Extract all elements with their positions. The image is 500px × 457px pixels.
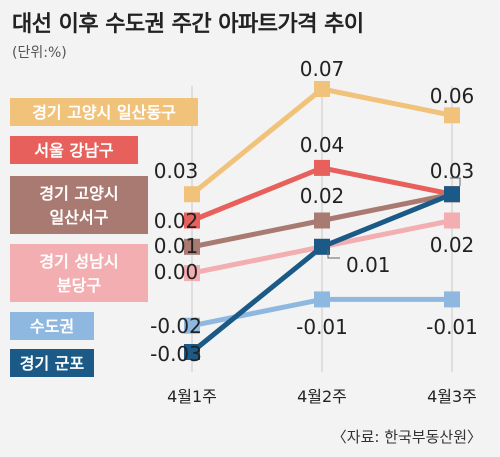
data-label: 0.03 <box>154 159 199 183</box>
data-point <box>444 212 460 229</box>
data-point <box>444 291 460 308</box>
legend-box <box>10 349 94 377</box>
data-label: 0.03 <box>430 159 475 183</box>
legend-box <box>10 176 148 234</box>
data-label: 0.02 <box>430 233 475 257</box>
data-label: -0.01 <box>426 315 478 339</box>
legend-label: 서울 강남구 <box>34 141 113 160</box>
legend-label: 경기 군포 <box>20 354 85 373</box>
data-label: 0.06 <box>430 84 475 108</box>
data-label: 0.02 <box>300 184 345 208</box>
legend-label: 경기 성남시 분당구 <box>39 252 118 295</box>
data-point <box>314 81 330 97</box>
unit-label: (단위:%) <box>12 45 67 61</box>
legend-box <box>10 98 198 126</box>
data-label: 0.01 <box>154 234 199 258</box>
label-leader <box>450 177 461 186</box>
legend-box <box>10 244 148 302</box>
data-point <box>184 317 200 334</box>
data-label: 0.07 <box>300 57 345 81</box>
data-point <box>314 212 330 229</box>
source-label: 〈자료: 한국부동산원〉 <box>331 428 482 446</box>
legend-label: 수도권 <box>30 317 74 336</box>
chart-title: 대선 이후 수도권 주간 아파트가격 추이 <box>12 12 364 37</box>
data-label: 0.00 <box>154 260 199 284</box>
label-leader <box>327 250 340 259</box>
x-tick-label: 4월2주 <box>297 387 347 406</box>
data-point <box>314 159 330 176</box>
legend-label: 경기 고양시 일산서구 <box>39 184 118 227</box>
data-point <box>444 186 460 203</box>
data-label: -0.01 <box>296 315 348 339</box>
data-point <box>314 291 330 308</box>
data-label: 0.04 <box>300 133 345 157</box>
legend-box <box>10 312 94 340</box>
x-tick-label: 4월3주 <box>427 387 477 406</box>
data-point <box>184 238 200 255</box>
data-label: 0.02 <box>154 209 199 233</box>
data-point <box>184 212 200 229</box>
data-label: 0.01 <box>346 253 391 277</box>
data-label: -0.03 <box>150 342 202 366</box>
data-point <box>314 238 330 255</box>
legend-box <box>10 136 138 164</box>
x-tick-label: 4월1주 <box>167 387 217 406</box>
data-label: -0.02 <box>150 314 202 338</box>
data-point <box>444 107 460 124</box>
data-point <box>184 344 200 360</box>
legend-label: 경기 고양시 일산동구 <box>32 103 176 122</box>
data-point <box>184 265 200 282</box>
data-point <box>184 186 200 203</box>
